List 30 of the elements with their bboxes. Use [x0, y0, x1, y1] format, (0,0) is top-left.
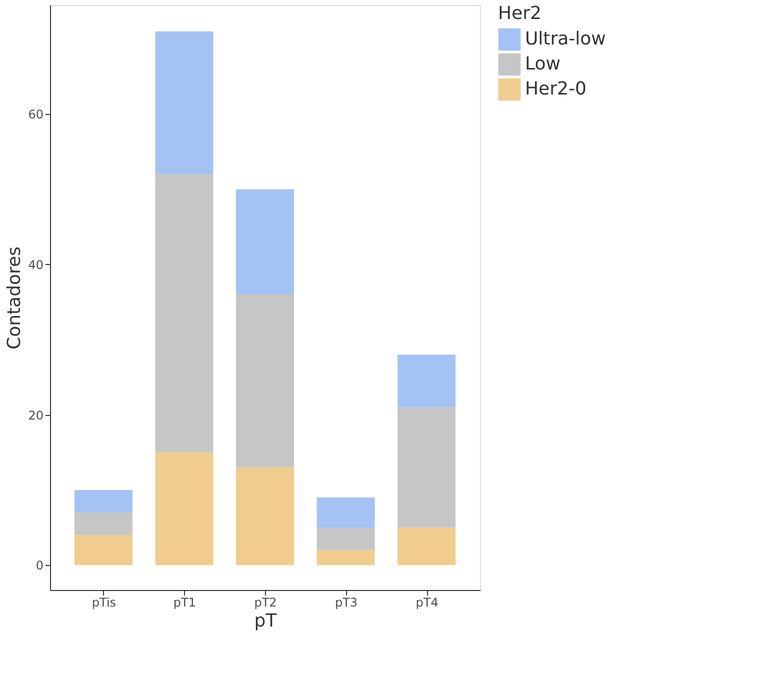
y-tick-label: 60 [28, 108, 44, 122]
bar [155, 452, 214, 566]
bar [236, 294, 294, 468]
bar [155, 31, 214, 174]
legend-title: Her2 [498, 3, 542, 24]
bar [236, 189, 294, 294]
y-axis-title: Contadores [4, 246, 26, 350]
y-tick-label: 40 [28, 258, 44, 272]
x-tick-label: pT3 [334, 596, 358, 610]
x-tick-label: pT4 [416, 596, 438, 610]
bar [74, 512, 132, 536]
bar [316, 550, 375, 566]
bar [155, 174, 214, 452]
bar [74, 490, 132, 513]
bar [398, 354, 456, 408]
bar [236, 467, 294, 566]
x-tick-label: pTis [92, 596, 116, 610]
legend-label: Low [525, 54, 560, 74]
bar [316, 498, 375, 528]
legend-label: Her2-0 [525, 78, 586, 100]
bar [398, 528, 456, 566]
x-tick-label: pT1 [173, 596, 196, 610]
bar [316, 528, 375, 550]
bar [74, 535, 132, 566]
x-axis-title: pT [254, 610, 278, 632]
legend-label: Ultra-low [525, 28, 606, 50]
x-tick-label: pT2 [254, 596, 277, 610]
y-tick-label: 0 [36, 558, 44, 573]
y-tick-label: 20 [28, 408, 44, 422]
bar [398, 407, 456, 528]
